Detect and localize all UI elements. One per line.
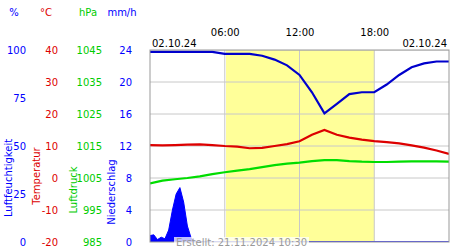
footer-text: Erstellt: 21.11.2024 10:30 <box>176 237 307 248</box>
y-tick-label: 1045 <box>77 45 102 56</box>
axis-unit: % <box>9 7 19 18</box>
y-tick-label: 985 <box>83 237 102 248</box>
y-tick: 8 <box>126 173 132 184</box>
axis-title: Luftdruck <box>68 166 79 213</box>
y-tick: 24 <box>119 45 132 56</box>
series-line <box>150 52 449 113</box>
grid-line-x <box>374 50 375 242</box>
grid-line-x <box>299 50 300 242</box>
plot-area <box>150 50 449 242</box>
y-tick: 4 <box>126 205 132 216</box>
y-tick-label: 1005 <box>77 173 102 184</box>
y-tick: 30 <box>45 77 58 88</box>
y-tick-label: 100 <box>7 45 26 56</box>
y-tick-label: 1035 <box>77 77 102 88</box>
axis-title: Temperatur <box>31 146 42 205</box>
y-tick: 1045 <box>77 45 102 56</box>
y-tick-label: 4 <box>126 205 132 216</box>
y-tick: 100 <box>7 45 26 56</box>
plot-background <box>150 50 449 242</box>
axis-title: Niederschlag <box>106 159 117 224</box>
chart: 0 25 50 75 100% Luftfeuchtigkeit -20 -10 0 10 20 30… <box>0 0 450 250</box>
y-tick-label: 30 <box>45 77 58 88</box>
y-tick-label: 12 <box>119 141 132 152</box>
y-tick: 40 <box>45 45 58 56</box>
y-tick: 1025 <box>77 109 102 120</box>
y-tick-label: 0 <box>126 237 132 248</box>
y-tick: 0 <box>52 173 58 184</box>
y-tick: 20 <box>119 77 132 88</box>
y-tick-label: 0 <box>52 173 58 184</box>
y-tick-label: 20 <box>45 109 58 120</box>
y-tick: 985 <box>83 237 102 248</box>
y-tick-label: 1025 <box>77 109 102 120</box>
date-label: 02.10.24 <box>152 38 197 49</box>
y-tick: -10 <box>42 205 58 216</box>
y-tick: 0 <box>126 237 132 248</box>
y-tick: 75 <box>13 93 26 104</box>
y-tick: 20 <box>45 109 58 120</box>
y-tick-label: 16 <box>119 109 132 120</box>
series-line <box>150 130 449 154</box>
axis-line <box>58 51 59 243</box>
y-tick: 1015 <box>77 141 102 152</box>
y-tick-label: 75 <box>13 93 26 104</box>
y-tick: 1035 <box>77 77 102 88</box>
y-tick-label: 8 <box>126 173 132 184</box>
y-tick-label: 1015 <box>77 141 102 152</box>
plot-frame <box>150 50 449 242</box>
x-tick-label: 18:00 <box>360 27 389 38</box>
y-tick-label: 25 <box>13 189 26 200</box>
y-tick-label: -10 <box>42 205 58 216</box>
footer-background <box>174 237 309 248</box>
y-tick-label: 0 <box>20 237 26 248</box>
y-tick: 1005 <box>77 173 102 184</box>
axis-unit: °C <box>40 7 52 18</box>
y-tick: 25 <box>13 189 26 200</box>
y-tick: 10 <box>45 141 58 152</box>
y-tick: 995 <box>83 205 102 216</box>
x-axis: 06:00 12:00 18:00 <box>151 27 450 39</box>
y-axis: 985 995 1005 1015 1025 1035 1045 <box>77 45 103 248</box>
y-axis: 0 4 8 12 16 20 24 <box>119 45 132 248</box>
y-tick-label: 50 <box>13 141 26 152</box>
y-tick: 16 <box>119 109 132 120</box>
y-tick-label: 10 <box>45 141 58 152</box>
date-label: 02.10.24 <box>402 38 447 49</box>
y-tick-label: 40 <box>45 45 58 56</box>
y-tick: -20 <box>42 237 58 248</box>
x-tick: 12:00 <box>286 27 315 38</box>
y-tick: 50 <box>13 141 26 152</box>
axis-title: Luftfeuchtigkeit <box>3 139 14 217</box>
y-tick-label: -20 <box>42 237 58 248</box>
y-tick: 0 <box>20 237 26 248</box>
x-tick-label: 06:00 <box>211 27 240 38</box>
y-tick-label: 995 <box>83 205 102 216</box>
axis-unit: mm/h <box>107 7 136 18</box>
axis-line <box>26 51 27 243</box>
y-tick: 12 <box>119 141 132 152</box>
y-tick-label: 24 <box>119 45 132 56</box>
y-tick-label: 20 <box>119 77 132 88</box>
y-axis: -20 -10 0 10 20 30 40 <box>42 45 59 248</box>
series-line <box>150 160 449 183</box>
axis-unit: hPa <box>79 7 97 18</box>
x-tick-label: 12:00 <box>286 27 315 38</box>
x-tick: 06:00 <box>211 27 240 38</box>
x-tick: 18:00 <box>360 27 389 38</box>
axis-line <box>102 51 103 243</box>
footer: Erstellt: 21.11.2024 10:30 <box>174 237 309 248</box>
precipitation-area <box>150 188 449 242</box>
axis-line <box>132 51 133 243</box>
